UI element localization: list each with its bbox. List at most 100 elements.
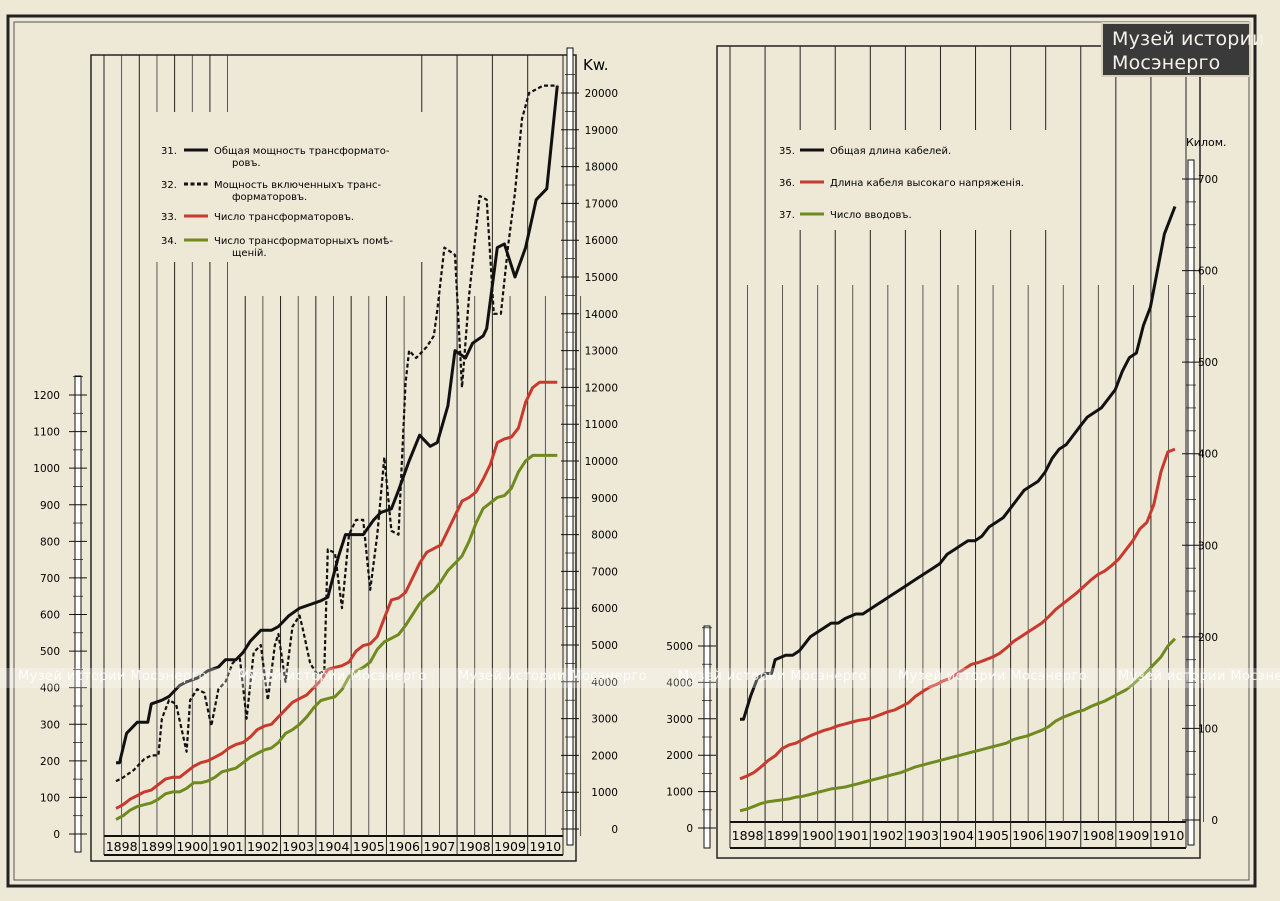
chart1-right-tick-label: 17000 xyxy=(585,198,618,210)
chart2-right-tick-label: 300 xyxy=(1198,540,1218,552)
chart1-series-line-3 xyxy=(115,380,558,810)
chart1-x-tick-label: 1906 xyxy=(388,839,420,854)
chart1-left-tick-label: 300 xyxy=(40,719,60,731)
chart2-series xyxy=(739,205,1177,813)
legend-number: 31. xyxy=(161,146,177,157)
chart1-left-tick-label: 200 xyxy=(40,756,60,768)
chart2-series-line-3 xyxy=(739,637,1177,813)
chart2-right-tick-label: 600 xyxy=(1198,266,1218,278)
chart1-right-tick-label: 20000 xyxy=(585,88,618,100)
chart2-right-tick-label: 700 xyxy=(1198,174,1218,186)
chart2-x-tick-label: 1906 xyxy=(1012,828,1044,843)
legend-number: 34. xyxy=(161,236,177,247)
legend-label-continued: ровъ. xyxy=(232,158,261,169)
chart2-right-tick-label: 400 xyxy=(1198,449,1218,461)
legend-label-continued: щеній. xyxy=(232,247,267,259)
chart2-left-tick-label: 4000 xyxy=(666,677,693,689)
chart2-series-line-2 xyxy=(739,447,1176,781)
legend-number: 32. xyxy=(161,180,177,191)
chart2-x-tick-label: 1904 xyxy=(942,828,974,843)
chart1-left-tick-label: 600 xyxy=(40,610,60,622)
watermark-text: Музей истории Мосэнерго xyxy=(238,669,427,684)
chart2-x-tick-label: 1898 xyxy=(732,828,764,843)
watermark-text: Музей истории Мосэнерго xyxy=(458,669,647,684)
chart1-right-axis-ruler xyxy=(566,47,574,846)
legend-label: Число трансформаторовъ. xyxy=(214,212,354,223)
chart1-right-tick-label: 14000 xyxy=(585,309,618,321)
chart2-x-tick-label: 1908 xyxy=(1082,828,1114,843)
chart1-x-tick-label: 1905 xyxy=(353,839,385,854)
chart1-series-line-1 xyxy=(116,85,559,765)
chart1-left-tick-label: 0 xyxy=(53,829,60,841)
chart2-x-tick-label: 1909 xyxy=(1117,828,1149,843)
logo-line-2: Мосэнерго xyxy=(1112,52,1221,74)
chart1-x-tick-label: 1899 xyxy=(141,839,173,854)
chart2-right-tick-label: 0 xyxy=(1211,815,1218,827)
chart2-series-line-1 xyxy=(740,205,1177,721)
chart2-x-tick-label: 1901 xyxy=(837,828,869,843)
chart2-right-tick-label: 100 xyxy=(1198,723,1218,735)
chart2-x-tick-label: 1907 xyxy=(1047,828,1079,843)
chart1-x-tick-label: 1907 xyxy=(424,839,456,854)
chart2-left-tick-label: 1000 xyxy=(666,787,693,799)
chart2-x-tick-label: 1902 xyxy=(872,828,904,843)
chart1-right-tick-label: 12000 xyxy=(585,382,618,394)
chart2-x-tick-label: 1903 xyxy=(907,828,939,843)
chart1-right-tick-label: 0 xyxy=(611,824,618,836)
page-frame xyxy=(6,14,1257,888)
chart1-right-tick-label: 9000 xyxy=(591,493,618,505)
chart1-right-tick-label: 19000 xyxy=(585,125,618,137)
chart2-x-tick-label: 1910 xyxy=(1153,828,1185,843)
chart2-x-tick-label: 1905 xyxy=(977,828,1009,843)
chart1-right-tick-label: 5000 xyxy=(591,640,618,652)
chart2-left-tick-label: 3000 xyxy=(666,714,693,726)
chart2-left-tick-label: 2000 xyxy=(666,750,693,762)
chart2-left-tick-label: 0 xyxy=(686,823,693,835)
chart1-right-tick-label: 3000 xyxy=(591,714,618,726)
chart1-series-line-4 xyxy=(115,453,558,821)
watermark-strip: Музей истории Мосэнерго Музей истории Мо… xyxy=(0,668,1280,688)
chart2-legend: 35. Общая длина кабелей. 36. Длина кабеля в… xyxy=(775,130,1065,230)
chart1-x-tick-label: 1901 xyxy=(212,839,244,854)
watermark-text: Музей истории Мосэнерго xyxy=(898,669,1087,684)
watermark-text: Музей истории Мосэнерго xyxy=(18,669,207,684)
chart1-right-tick-label: 7000 xyxy=(591,566,618,578)
logo-line-1: Музей истории xyxy=(1112,28,1265,50)
chart1-x-tick-label: 1904 xyxy=(318,839,350,854)
chart2-x-tick-label: 1900 xyxy=(802,828,834,843)
chart1-series-line-2 xyxy=(115,84,558,783)
chart1-right-tick-label: 4000 xyxy=(591,677,618,689)
chart1-right-tick-label: 1000 xyxy=(591,787,618,799)
chart1-left-tick-label: 500 xyxy=(40,646,60,658)
chart1-x-tick-label: 1910 xyxy=(529,839,561,854)
chart1-right-axis-label: Kw. xyxy=(583,56,609,74)
chart1-axes: 0 100 200 300 400 500 600 700 800 900 1000 1100 1200… xyxy=(33,47,618,853)
chart2-right-tick-label: 500 xyxy=(1198,357,1218,369)
inner-border xyxy=(13,21,1250,881)
chart1-x-tick-label: 1902 xyxy=(247,839,279,854)
watermark-text: Музей истории Мосэнерго xyxy=(1118,669,1280,684)
legend-label: Общая мощность трансформато- xyxy=(214,146,390,157)
chart1-right-tick-label: 11000 xyxy=(585,419,618,431)
chart1-legend-background xyxy=(150,112,435,262)
chart1-right-tick-label: 18000 xyxy=(585,162,618,174)
chart1-legend: 31. Общая мощность трансформато-ровъ. 32. М… xyxy=(150,112,435,262)
chart1-x-tick-label: 1908 xyxy=(459,839,491,854)
legend-number: 37. xyxy=(779,210,795,221)
chart1-right-tick-label: 8000 xyxy=(591,530,618,542)
legend-label: Длина кабеля высокаго напряженія. xyxy=(830,177,1024,189)
chart1-right-tick-label: 2000 xyxy=(591,750,618,762)
chart2-border xyxy=(716,45,1201,859)
chart1-right-tick-label: 13000 xyxy=(585,346,618,358)
legend-number: 33. xyxy=(161,212,177,223)
legend-label: Общая длина кабелей. xyxy=(830,146,951,157)
chart1-right-tick-label: 6000 xyxy=(591,603,618,615)
chart1-x-tick-label: 1898 xyxy=(106,839,138,854)
legend-label: Мощность включенныхъ транс- xyxy=(214,180,381,191)
chart1-series xyxy=(115,84,559,821)
chart1-x-tick-label: 1903 xyxy=(282,839,314,854)
chart1-left-tick-label: 900 xyxy=(40,500,60,512)
chart1-x-tick-label: 1900 xyxy=(176,839,208,854)
chart2-x-tick-label: 1899 xyxy=(767,828,799,843)
